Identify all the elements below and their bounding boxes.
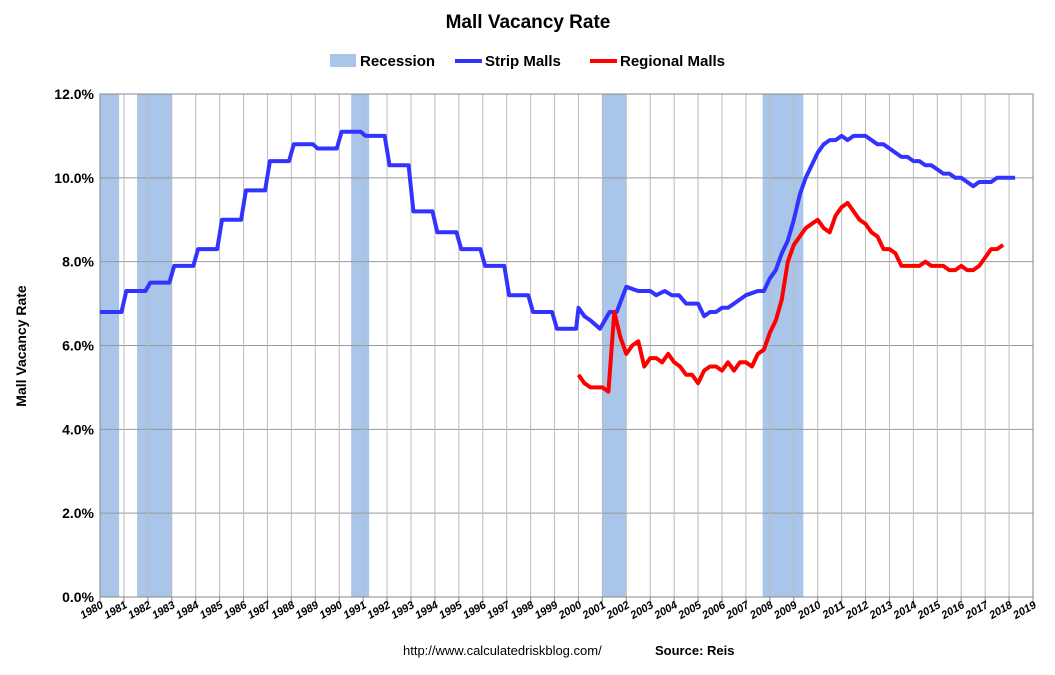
x-tick-label: 2012 xyxy=(843,599,871,622)
x-tick-label: 2011 xyxy=(820,599,847,622)
x-tick-label: 1985 xyxy=(198,599,226,622)
y-tick-label: 12.0% xyxy=(54,86,94,102)
x-tick-label: 1998 xyxy=(509,599,537,622)
x-tick-label: 2014 xyxy=(891,599,919,622)
x-tick-label: 2004 xyxy=(652,599,680,622)
x-tick-label: 1993 xyxy=(389,599,416,622)
y-tick-label: 6.0% xyxy=(62,338,94,354)
x-tick-label: 1988 xyxy=(270,599,298,622)
x-tick-label: 1992 xyxy=(365,599,392,622)
x-tick-label: 1997 xyxy=(485,599,513,622)
legend-label: Recession xyxy=(360,53,435,70)
x-tick-label: 2013 xyxy=(867,599,895,622)
x-tick-label: 2001 xyxy=(580,599,608,622)
series-line xyxy=(100,129,1016,331)
y-tick-label: 2.0% xyxy=(62,505,94,521)
x-tick-label: 1986 xyxy=(222,599,250,622)
chart-title: Mall Vacancy Rate xyxy=(446,12,611,33)
legend: Recession Strip Malls Regional Malls xyxy=(330,53,725,70)
x-tick-label: 2003 xyxy=(628,599,656,622)
y-tick-label: 8.0% xyxy=(62,254,94,270)
x-tick-label: 1996 xyxy=(461,599,489,622)
source: Source: Reis xyxy=(655,643,734,658)
x-tick-label: 2019 xyxy=(1010,599,1039,623)
x-tick-label: 2002 xyxy=(604,599,632,622)
legend-label: Regional Malls xyxy=(620,53,725,70)
x-tick-label: 1990 xyxy=(318,599,346,622)
x-tick-label: 1982 xyxy=(126,599,153,622)
x-tick-label: 1987 xyxy=(246,599,274,622)
y-axis-title: Mall Vacancy Rate xyxy=(13,285,29,407)
x-tick-label: 1983 xyxy=(150,599,177,622)
plot-border xyxy=(99,93,1034,598)
x-tick-label: 1989 xyxy=(294,599,322,622)
y-tick-label: 0.0% xyxy=(62,589,94,605)
legend-label: Strip Malls xyxy=(485,53,561,70)
x-tick-label: 1994 xyxy=(413,599,440,622)
x-tick-label: 1995 xyxy=(437,599,465,622)
x-tick-label: 1999 xyxy=(533,599,561,622)
series-line xyxy=(576,201,1005,394)
source-url: http://www.calculatedriskblog.com/ xyxy=(403,643,602,658)
x-tick-label: 1991 xyxy=(341,599,368,622)
x-tick-label: 1981 xyxy=(102,599,129,622)
y-tick-label: 4.0% xyxy=(62,421,94,437)
y-tick-label: 10.0% xyxy=(54,170,94,186)
legend-swatch xyxy=(330,54,356,67)
x-tick-label: 1984 xyxy=(174,599,201,622)
